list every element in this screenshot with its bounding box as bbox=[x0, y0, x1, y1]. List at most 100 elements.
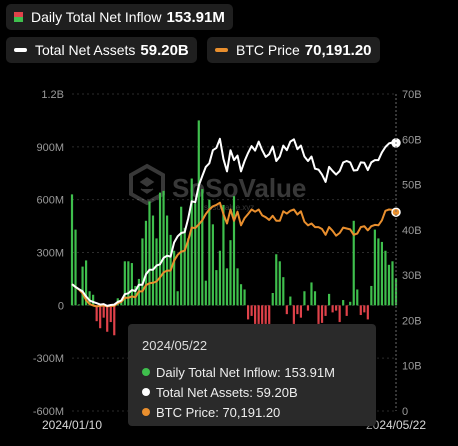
inflow-bar bbox=[338, 305, 341, 323]
inflow-bar bbox=[130, 263, 133, 306]
inflow-bar bbox=[197, 120, 200, 306]
inflow-bar bbox=[342, 300, 345, 306]
watermark-text: SoSoValue bbox=[172, 173, 306, 203]
inflow-bar bbox=[257, 305, 260, 327]
legend-assets-value: 59.20B bbox=[140, 41, 189, 59]
inflow-bar bbox=[236, 268, 239, 306]
inflow-bar bbox=[391, 261, 394, 306]
inflow-bar bbox=[92, 294, 95, 306]
inflow-bar bbox=[187, 238, 190, 306]
sosovalue-logo-icon bbox=[129, 163, 165, 206]
inflow-bar bbox=[292, 305, 295, 332]
btc-line-swatch-icon bbox=[215, 48, 228, 52]
inflow-bar bbox=[180, 206, 183, 306]
inflow-bar bbox=[141, 238, 144, 306]
inflow-bar bbox=[359, 305, 362, 316]
left-axis-tick-label: 0 bbox=[58, 300, 64, 312]
inflow-bar bbox=[250, 305, 253, 316]
x-axis-label-end: 2024/05/22 bbox=[366, 418, 426, 432]
btc-price-line bbox=[71, 201, 397, 308]
legend-assets-toggle[interactable]: Total Net Assets 59.20B bbox=[6, 37, 197, 63]
inflow-bar bbox=[144, 220, 148, 306]
right-axis-tick-label: 50B bbox=[402, 180, 422, 192]
inflow-bar bbox=[229, 240, 232, 306]
inflow-bar bbox=[317, 305, 320, 325]
left-axis-tick-label: -300M bbox=[33, 353, 64, 365]
inflow-bar bbox=[327, 293, 331, 306]
inflow-bar bbox=[232, 196, 236, 306]
inflow-bar bbox=[215, 270, 218, 306]
right-axis-tick-label: 60B bbox=[402, 134, 422, 146]
inflow-dot-icon bbox=[142, 368, 150, 376]
inflow-bar bbox=[218, 250, 222, 306]
inflow-bar bbox=[155, 238, 158, 306]
tooltip-inflow-row: Daily Total Net Inflow: 153.91M bbox=[142, 362, 376, 382]
inflow-bar bbox=[70, 194, 74, 306]
inflow-bar bbox=[320, 305, 324, 323]
left-axis-tick-label: 900M bbox=[36, 142, 64, 154]
x-axis-label-start: 2024/01/10 bbox=[42, 418, 102, 432]
inflow-bar bbox=[162, 190, 165, 306]
inflow-bar bbox=[289, 296, 292, 306]
chart-axes: 1.2B 900M 600M 300M 0 -300M -600M 70B 60B 50B 40B 3… bbox=[33, 89, 427, 432]
inflow-bar bbox=[99, 305, 102, 329]
inflow-bar bbox=[366, 305, 369, 320]
inflow-bar bbox=[356, 289, 359, 306]
right-axis-tick-label: 30B bbox=[402, 270, 422, 282]
inflow-bar bbox=[299, 305, 303, 318]
inflow-bar bbox=[387, 264, 391, 306]
inflow-bar bbox=[377, 238, 380, 306]
left-axis-tick-label: 600M bbox=[36, 195, 64, 207]
inflow-bar bbox=[183, 227, 186, 306]
left-axis-tick-label: 300M bbox=[36, 248, 64, 260]
inflow-bar bbox=[310, 282, 313, 306]
inflow-bar bbox=[77, 304, 81, 306]
assets-line-swatch-icon bbox=[14, 48, 27, 52]
right-axis-tick-label: 10B bbox=[402, 361, 422, 373]
inflow-bar bbox=[88, 291, 91, 306]
tooltip-assets-row: Total Net Assets: 59.20B bbox=[142, 382, 376, 402]
inflow-bar bbox=[109, 305, 112, 323]
right-axis-tick-label: 0 bbox=[402, 406, 408, 418]
inflow-bar bbox=[243, 289, 246, 306]
right-axis-tick-label: 40B bbox=[402, 225, 422, 237]
inflow-bar bbox=[271, 293, 274, 306]
inflow-bar bbox=[313, 291, 317, 306]
inflow-bar bbox=[81, 266, 84, 306]
legend-inflow-toggle[interactable]: Daily Total Net Inflow 153.91M bbox=[6, 4, 233, 30]
inflow-bar bbox=[211, 224, 214, 306]
watermark-subtext: sosovalue.xyz bbox=[204, 203, 254, 212]
inflow-bar bbox=[246, 305, 250, 320]
right-axis-tick-label: 70B bbox=[402, 89, 422, 101]
left-axis-tick-label: -600M bbox=[33, 406, 64, 418]
legend-inflow-label: Daily Total Net Inflow bbox=[31, 9, 162, 25]
chart-tooltip: 2024/05/22 Daily Total Net Inflow: 153.9… bbox=[128, 324, 376, 426]
inflow-bar bbox=[352, 220, 355, 306]
inflow-bar bbox=[148, 201, 151, 306]
left-axis-tick-label: 1.2B bbox=[41, 89, 64, 101]
inflow-bar bbox=[84, 260, 88, 306]
tooltip-date: 2024/05/22 bbox=[142, 338, 208, 353]
inflow-bar-swatch-icon bbox=[14, 12, 23, 22]
inflow-bar bbox=[113, 305, 116, 336]
net-assets-line bbox=[71, 137, 397, 307]
chart-lines bbox=[71, 137, 401, 308]
inflow-bar bbox=[127, 261, 130, 306]
legend-btc-value: 70,191.20 bbox=[304, 41, 372, 59]
inflow-bar bbox=[201, 189, 204, 306]
inflow-bar bbox=[123, 261, 126, 306]
inflow-bar bbox=[254, 305, 257, 332]
inflow-bar bbox=[349, 301, 352, 306]
inflow-bar bbox=[120, 301, 123, 306]
inflow-bar bbox=[225, 268, 229, 306]
inflow-bar bbox=[303, 291, 306, 306]
assets-dot-icon bbox=[142, 388, 150, 396]
tooltip-btc-text: BTC Price: 70,191.20 bbox=[156, 404, 281, 420]
legend-inflow-value: 153.91M bbox=[166, 8, 225, 26]
inflow-bar bbox=[222, 204, 225, 306]
inflow-bar bbox=[275, 254, 278, 306]
legend-btc-toggle[interactable]: BTC Price 70,191.20 bbox=[207, 37, 380, 63]
tooltip-assets-text: Total Net Assets: 59.20B bbox=[156, 384, 298, 400]
inflow-bar bbox=[95, 305, 98, 322]
inflow-bar bbox=[74, 229, 77, 306]
